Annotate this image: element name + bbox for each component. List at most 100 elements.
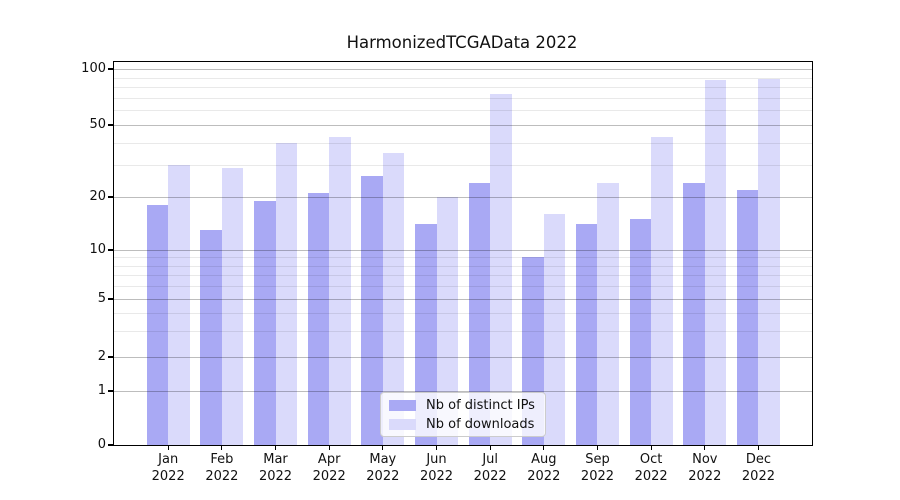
bar-downloads-aug bbox=[543, 214, 566, 445]
x-tick-label-jun: Jun 2022 bbox=[420, 451, 453, 485]
x-tick-year: 2022 bbox=[527, 469, 561, 484]
x-tick-month: Oct bbox=[639, 452, 663, 467]
x-tick-year: 2022 bbox=[580, 469, 615, 484]
x-tick-oct bbox=[650, 445, 652, 450]
x-tick-apr bbox=[328, 445, 330, 450]
x-tick-year: 2022 bbox=[258, 469, 293, 484]
bar-distinct-ips-oct bbox=[629, 218, 652, 445]
x-tick-year: 2022 bbox=[688, 469, 722, 484]
x-tick-month: Sep bbox=[585, 452, 610, 467]
x-tick-aug bbox=[543, 445, 545, 450]
gridline-major-10 bbox=[114, 250, 812, 251]
y-tick-label-100: 100 bbox=[81, 61, 106, 76]
legend-swatch-downloads bbox=[389, 418, 416, 430]
x-tick-label-feb: Feb 2022 bbox=[205, 451, 238, 485]
x-tick-year: 2022 bbox=[741, 469, 775, 484]
y-tick-5 bbox=[108, 298, 114, 300]
legend-item-distinct-ips: Nb of distinct IPs bbox=[389, 397, 537, 413]
x-tick-year: 2022 bbox=[312, 469, 346, 484]
bar-distinct-ips-jan bbox=[146, 205, 169, 445]
x-tick-label-jan: Jan 2022 bbox=[152, 451, 185, 485]
x-tick-label-mar: Mar 2022 bbox=[259, 451, 292, 485]
bar-distinct-ips-may bbox=[361, 176, 383, 445]
gridline-minor-60 bbox=[114, 110, 812, 112]
x-tick-month: Jan bbox=[158, 452, 179, 467]
x-tick-month: Nov bbox=[692, 452, 718, 467]
bar-distinct-ips-mar bbox=[254, 200, 276, 445]
y-tick-1 bbox=[108, 390, 114, 392]
gridline-minor-7 bbox=[114, 275, 812, 277]
gridline-major-20 bbox=[114, 197, 812, 198]
x-tick-label-jul: Jul 2022 bbox=[474, 451, 507, 485]
x-tick-jul bbox=[489, 445, 491, 450]
x-tick-month: Mar bbox=[263, 452, 288, 467]
x-tick-year: 2022 bbox=[151, 469, 185, 484]
y-tick-0 bbox=[108, 444, 114, 446]
y-tick-label-10: 10 bbox=[89, 242, 106, 257]
x-tick-month: Feb bbox=[210, 452, 234, 467]
bar-downloads-mar bbox=[275, 142, 298, 445]
x-tick-month: May bbox=[369, 452, 397, 467]
y-tick-10 bbox=[108, 249, 114, 251]
x-tick-month: Apr bbox=[317, 452, 341, 467]
gridline-minor-40 bbox=[114, 142, 812, 144]
y-tick-label-20: 20 bbox=[89, 189, 106, 204]
gridline-minor-70 bbox=[114, 97, 812, 99]
x-tick-dec bbox=[757, 445, 760, 450]
x-tick-label-may: May 2022 bbox=[366, 451, 399, 485]
bar-downloads-sep bbox=[597, 182, 619, 445]
bar-downloads-nov bbox=[704, 80, 727, 445]
x-tick-month: Jul bbox=[482, 452, 498, 467]
legend-label-distinct-ips: Nb of distinct IPs bbox=[426, 397, 535, 413]
legend: Nb of distinct IPs Nb of downloads bbox=[380, 392, 546, 437]
x-tick-jun bbox=[435, 445, 438, 450]
y-tick-2 bbox=[108, 356, 114, 358]
x-tick-mar bbox=[274, 445, 277, 450]
y-tick-label-0: 0 bbox=[97, 437, 106, 452]
y-tick-20 bbox=[108, 196, 114, 198]
bar-downloads-jul bbox=[490, 94, 512, 445]
x-tick-label-oct: Oct 2022 bbox=[635, 451, 668, 485]
bar-downloads-dec bbox=[758, 79, 780, 445]
y-tick-50 bbox=[108, 124, 114, 126]
bar-downloads-feb bbox=[221, 167, 244, 445]
x-tick-month: Dec bbox=[745, 452, 772, 467]
y-tick-label-5: 5 bbox=[97, 291, 106, 306]
x-tick-label-nov: Nov 2022 bbox=[688, 451, 721, 485]
y-tick-label-50: 50 bbox=[89, 117, 106, 132]
y-tick-label-2: 2 bbox=[97, 349, 106, 364]
x-tick-sep bbox=[596, 445, 599, 450]
bar-downloads-jun bbox=[436, 197, 458, 445]
x-tick-label-sep: Sep 2022 bbox=[581, 451, 614, 485]
bar-distinct-ips-feb bbox=[200, 229, 222, 445]
gridline-minor-90 bbox=[114, 77, 812, 79]
bar-distinct-ips-nov bbox=[683, 182, 705, 445]
x-tick-label-aug: Aug 2022 bbox=[527, 451, 560, 485]
x-tick-year: 2022 bbox=[473, 469, 507, 484]
y-tick-label-1: 1 bbox=[97, 383, 106, 398]
x-tick-year: 2022 bbox=[205, 469, 239, 484]
gridline-major-1 bbox=[114, 391, 812, 392]
gridline-major-50 bbox=[114, 125, 812, 126]
bar-distinct-ips-sep bbox=[575, 224, 598, 445]
x-tick-year: 2022 bbox=[366, 469, 400, 484]
x-tick-month: Aug bbox=[531, 452, 557, 467]
gridline-major-100 bbox=[114, 69, 812, 70]
bar-downloads-jan bbox=[168, 165, 190, 445]
gridline-minor-8 bbox=[114, 265, 812, 267]
legend-item-downloads: Nb of downloads bbox=[389, 416, 537, 432]
bar-downloads-apr bbox=[329, 136, 351, 445]
x-tick-nov bbox=[704, 445, 706, 450]
x-tick-label-apr: Apr 2022 bbox=[313, 451, 346, 485]
gridline-minor-3 bbox=[114, 331, 812, 333]
gridline-minor-30 bbox=[114, 165, 812, 167]
gridline-minor-4 bbox=[114, 313, 812, 315]
x-tick-may bbox=[382, 445, 384, 450]
x-tick-year: 2022 bbox=[634, 469, 668, 484]
plot-area: 0 1 2 5 10 20 50 100 Jan 2022 Feb 2022 Mar 2022 Apr 202… bbox=[81, 61, 813, 484]
x-tick-jan bbox=[167, 445, 169, 450]
bar-distinct-ips-apr bbox=[307, 193, 330, 445]
legend-label-downloads: Nb of downloads bbox=[426, 416, 535, 432]
chart-title: HarmonizedTCGAData 2022 bbox=[346, 33, 578, 52]
